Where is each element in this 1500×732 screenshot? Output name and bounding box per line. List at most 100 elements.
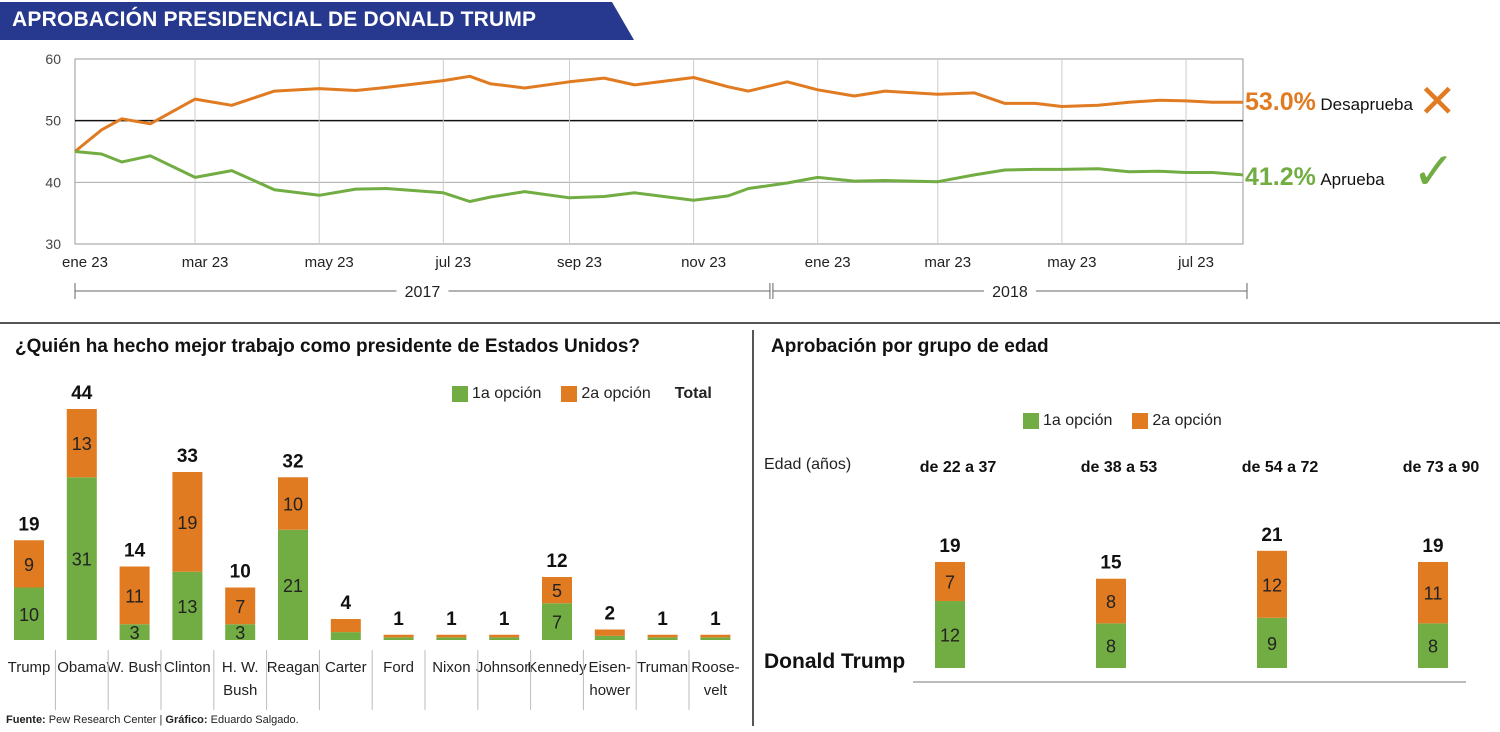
- bar-segment-second: [700, 634, 731, 638]
- age-axis-label: Edad (años): [764, 456, 852, 473]
- bar-total-label: 1: [499, 609, 510, 630]
- credit-text: Eduardo Salgado.: [210, 714, 299, 726]
- age-group-label: de 22 a 37: [920, 459, 997, 476]
- segment-label-first: 10: [19, 605, 39, 625]
- bar-segment-second: [66, 409, 97, 478]
- bar-segment-second: [1418, 561, 1448, 624]
- year-label: 2018: [992, 284, 1028, 301]
- source-label: Fuente:: [6, 714, 46, 726]
- legend-second-label: 2a opción: [581, 385, 651, 402]
- legend-swatch-first: [452, 386, 468, 402]
- category-label: W. Bush: [107, 659, 163, 676]
- legend-first-label: 1a opción: [472, 385, 542, 402]
- category-label: Ford: [383, 659, 414, 676]
- category-label: Bush: [223, 682, 257, 699]
- desaprueba-value: 53.0%: [1245, 88, 1316, 116]
- bar-segment-second: [489, 634, 520, 638]
- bar-segment-second: [594, 629, 625, 636]
- segment-label-second: 13: [72, 434, 92, 454]
- segment-label-second: 11: [125, 586, 144, 606]
- segment-label-second: 7: [945, 573, 955, 593]
- category-label: Trump: [8, 659, 51, 676]
- segment-label-first: 3: [235, 623, 245, 643]
- bar-segment-second: [935, 561, 965, 602]
- series-line-desaprueba: [74, 74, 1243, 153]
- y-tick-label: 50: [45, 113, 61, 129]
- segment-label-second: 11: [1424, 584, 1443, 604]
- bar-segment-first: [278, 529, 308, 640]
- bar-total-label: 1: [393, 609, 404, 630]
- presidents-legend: 1a opción 2a opción Total: [452, 385, 712, 403]
- bar-total-label: 4: [341, 593, 352, 614]
- age-legend-swatch-first: [1023, 413, 1039, 429]
- desaprueba-end-label: 53.0% Desaprueba: [1245, 88, 1413, 117]
- segment-label-first: 9: [1267, 634, 1277, 654]
- segment-label-first: 8: [1106, 637, 1116, 657]
- segment-label-first: 3: [130, 623, 140, 643]
- bar-total-label: 19: [18, 514, 39, 535]
- bar-segment-first: [1096, 623, 1126, 668]
- age-legend-first-label: 1a opción: [1043, 412, 1113, 429]
- cross-icon: ✕: [1418, 75, 1457, 127]
- bar-segment-first: [119, 624, 150, 640]
- x-tick-label: may 23: [1047, 254, 1096, 271]
- source-footer: Fuente: Pew Research Center | Gráfico: E…: [6, 714, 299, 726]
- bar-segment-second: [172, 472, 203, 572]
- approval-line-chart: 30 40 50 60 ene 23 mar 23 may 23 jul 23 sep 23 no…: [45, 51, 1248, 301]
- category-label: hower: [589, 682, 630, 699]
- bar-total-label: 1: [657, 609, 668, 630]
- bar-segment-second: [1096, 578, 1126, 624]
- bar-segment-first: [700, 637, 731, 640]
- plot-frame: [74, 58, 1244, 245]
- check-icon: ✓: [1412, 143, 1456, 201]
- presidents-chart-title: ¿Quién ha hecho mejor trabajo como presi…: [15, 336, 640, 357]
- bar-total-label: 19: [1422, 536, 1443, 557]
- bar-segment-first: [383, 637, 414, 640]
- bar-segment-first: [330, 632, 361, 640]
- bar-segment-second: [436, 634, 467, 638]
- title-banner: [0, 2, 634, 40]
- bar-segment-first: [436, 637, 467, 640]
- bar-segment-second: [225, 587, 256, 625]
- bar-total-label: 2: [605, 604, 616, 625]
- age-bar-chart: 12 7 19 8 8 15 9 12 21 8 11 19 de 22 a 37 de 38 a 53 d…: [913, 459, 1479, 683]
- category-label: Eisen-: [589, 659, 632, 676]
- bar-total-label: 1: [710, 609, 721, 630]
- bar-segment-first: [1257, 617, 1287, 668]
- x-tick-label: nov 23: [681, 254, 726, 271]
- age-legend-swatch-second: [1132, 413, 1149, 429]
- x-tick-label: sep 23: [557, 254, 602, 271]
- x-tick-label: jul 23: [1177, 254, 1214, 271]
- segment-label-first: 8: [1428, 637, 1438, 657]
- x-tick-label: ene 23: [62, 254, 108, 271]
- segment-label-second: 10: [283, 495, 303, 515]
- category-label: Kennedy: [527, 659, 587, 676]
- y-tick-label: 40: [45, 174, 61, 190]
- segment-label-second: 12: [1262, 575, 1282, 595]
- age-group-label: de 54 a 72: [1242, 459, 1319, 476]
- x-tick-label: mar 23: [182, 254, 229, 271]
- bar-total-label: 44: [71, 383, 93, 404]
- bar-segment-first: [594, 635, 625, 640]
- bar-segment-first: [935, 601, 965, 668]
- category-label: Nixon: [432, 659, 470, 676]
- bar-total-label: 15: [1100, 553, 1122, 574]
- segment-label-first: 31: [72, 550, 92, 570]
- age-row-label: Donald Trump: [764, 650, 906, 673]
- bar-segment-first: [1418, 623, 1448, 668]
- category-label: Truman: [637, 659, 688, 676]
- x-tick-label: mar 23: [924, 254, 971, 271]
- series-line-aprueba: [74, 150, 1244, 203]
- category-label: Johnson: [476, 659, 533, 676]
- bar-segment-second: [542, 577, 572, 604]
- legend-swatch-second: [561, 386, 578, 402]
- x-tick-label: ene 23: [805, 254, 851, 271]
- bar-segment-first: [172, 571, 203, 640]
- segment-label-second: 7: [235, 597, 245, 617]
- page-title: APROBACIÓN PRESIDENCIAL DE DONALD TRUMP: [12, 8, 537, 31]
- segment-label-second: 19: [177, 513, 197, 533]
- year-label-bg: [983, 281, 1036, 301]
- bar-total-label: 21: [1261, 525, 1283, 546]
- age-group-label: de 38 a 53: [1081, 459, 1158, 476]
- y-tick-label: 30: [45, 236, 61, 252]
